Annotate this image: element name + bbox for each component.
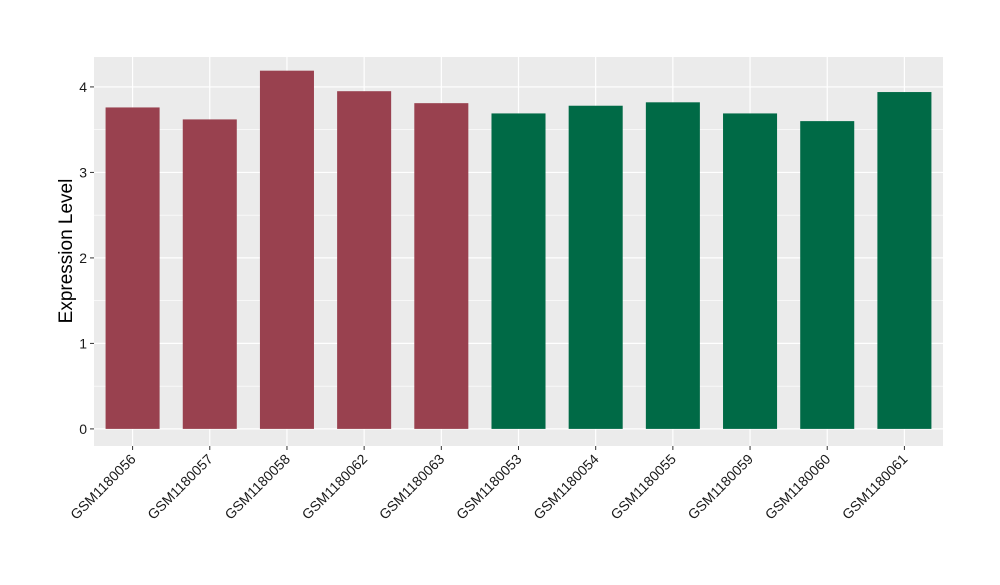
x-axis: GSM1180056 GSM1180057 GSM1180058 GSM1180062… xyxy=(67,446,911,522)
bar-gsm1180057 xyxy=(182,119,237,429)
x-tick-label: GSM1180059 xyxy=(684,451,756,523)
x-tick-label: GSM1180062 xyxy=(299,451,371,523)
bar-gsm1180056 xyxy=(105,107,160,429)
y-tick-label: 4 xyxy=(79,79,87,95)
x-tick-label: GSM1180060 xyxy=(762,451,834,523)
bar-gsm1180061 xyxy=(877,92,932,429)
bar-gsm1180060 xyxy=(800,121,855,429)
x-tick-label: GSM1180057 xyxy=(144,451,216,523)
bar-gsm1180055 xyxy=(645,102,700,429)
y-tick-label: 2 xyxy=(79,250,87,266)
bar-gsm1180059 xyxy=(723,113,778,429)
x-tick-label: GSM1180061 xyxy=(839,451,911,523)
bars xyxy=(105,70,932,429)
x-tick-label: GSM1180055 xyxy=(607,451,679,523)
y-axis: 0 1 2 3 4 xyxy=(79,79,94,437)
bar-gsm1180053 xyxy=(491,113,546,429)
x-tick-label: GSM1180063 xyxy=(376,451,448,523)
y-tick-label: 0 xyxy=(79,421,87,437)
bar-gsm1180063 xyxy=(414,103,469,429)
y-axis-title: Expression Level xyxy=(56,179,77,324)
y-tick-label: 1 xyxy=(79,335,87,351)
y-tick-label: 3 xyxy=(79,164,87,180)
bar-gsm1180062 xyxy=(337,91,392,429)
x-tick-label: GSM1180053 xyxy=(453,451,525,523)
x-tick-label: GSM1180054 xyxy=(530,451,602,523)
x-tick-label: GSM1180056 xyxy=(67,451,139,523)
bar-gsm1180058 xyxy=(259,70,314,429)
x-tick-label: GSM1180058 xyxy=(221,451,293,523)
bar-gsm1180054 xyxy=(568,105,623,429)
